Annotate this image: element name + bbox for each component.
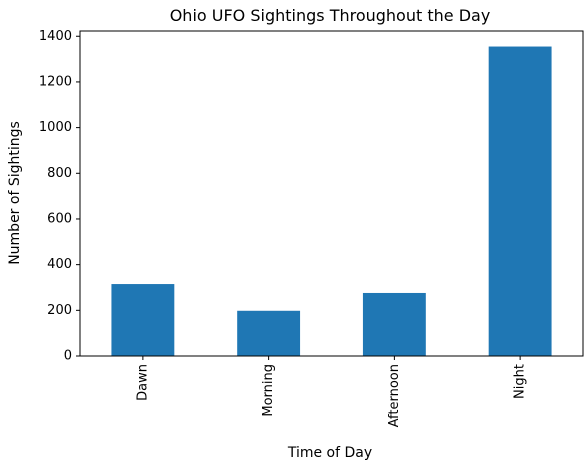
y-tick-label: 200 [47,303,72,318]
y-axis-label: Number of Sightings [7,121,23,265]
chart-title: Ohio UFO Sightings Throughout the Day [170,6,491,25]
x-tick-label: Afternoon [387,364,402,427]
bar-afternoon [362,292,426,356]
plot-area [111,46,552,356]
bar-morning [237,310,301,356]
bar-dawn [111,284,175,356]
y-tick-label: 400 [47,257,72,272]
y-tick-label: 1200 [39,74,72,89]
x-tick-label: Night [513,364,528,399]
y-tick-label: 600 [47,211,72,226]
y-tick-label: 1400 [39,29,72,44]
y-axis: 0 200 400 600 800 1000 1200 1400 [39,29,80,364]
axes-frame [79,30,584,357]
y-tick-label: 1000 [39,120,72,135]
y-tick-label: 0 [64,349,72,364]
x-axis: Dawn Morning Afternoon Night [135,356,528,427]
bar-night [488,46,552,356]
x-tick-label: Morning [261,364,276,417]
x-axis-label: Time of Day [287,445,372,461]
y-tick-label: 800 [47,166,72,181]
x-tick-label: Dawn [135,364,150,401]
